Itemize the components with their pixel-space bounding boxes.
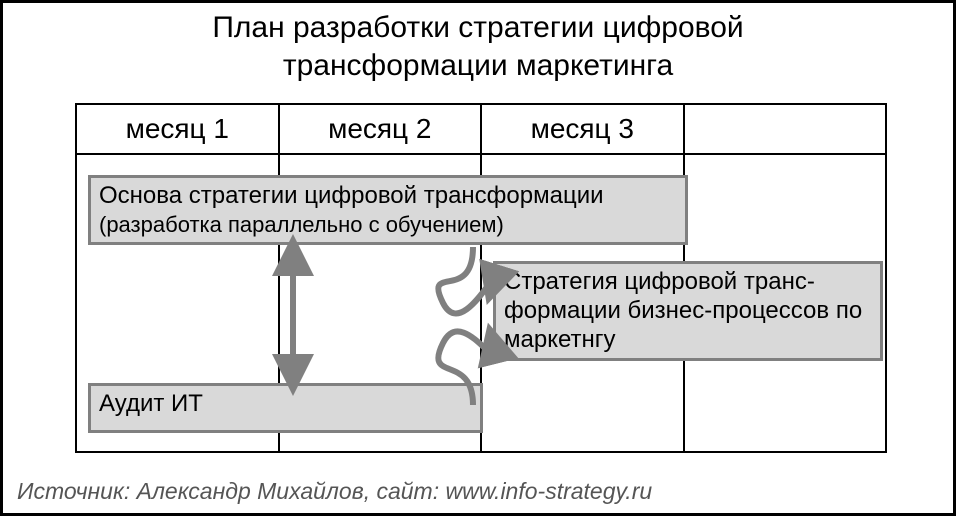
diagram-title: План разработки стратегии цифровой транс… [3, 9, 953, 84]
source-citation: Источник: Александр Михайлов, сайт: www.… [17, 478, 652, 505]
box-marketing-strategy: Стратегия цифровой транс-формации бизнес… [493, 261, 883, 361]
box-strategy-basis: Основа стратегии цифровой трансформации … [88, 175, 688, 245]
month-header-2: месяц 2 [279, 104, 482, 154]
box1-main-text: Основа стратегии цифровой трансформации [99, 182, 604, 209]
box1-paren-text: (разработка параллельно с обучением) [99, 212, 504, 237]
box3-text: Аудит ИТ [99, 390, 203, 417]
diagram-canvas: План разработки стратегии цифровой транс… [0, 0, 956, 516]
month-header-1: месяц 1 [76, 104, 279, 154]
month-header-4 [684, 104, 887, 154]
box2-text: Стратегия цифровой транс-формации бизнес… [504, 268, 862, 353]
title-line-1: План разработки стратегии цифровой [212, 11, 743, 44]
box-audit-it: Аудит ИТ [88, 383, 483, 433]
title-line-2: трансформации маркетинга [283, 49, 673, 82]
month-header-3: месяц 3 [481, 104, 684, 154]
